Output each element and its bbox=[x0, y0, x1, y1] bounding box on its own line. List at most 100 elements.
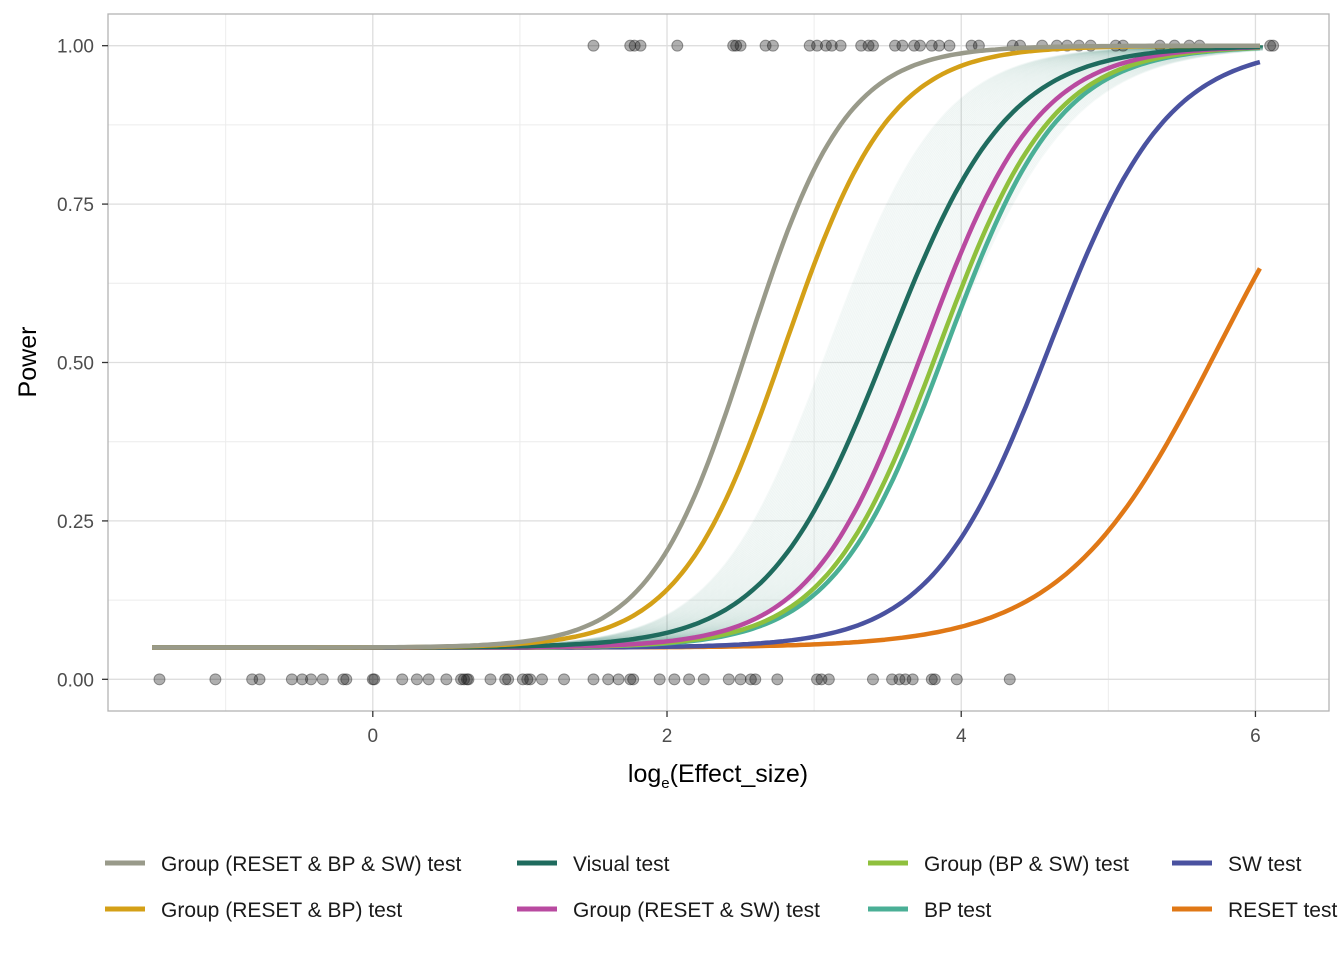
visual-test-band-curve bbox=[152, 47, 1263, 649]
observation-point-not-detected bbox=[950, 673, 963, 686]
visual-test-band-curve bbox=[152, 46, 1263, 649]
legend-item: Group (BP & SW) test bbox=[868, 853, 1129, 876]
observation-point-not-detected bbox=[524, 673, 537, 686]
observation-point-not-detected bbox=[396, 673, 409, 686]
observation-point-detected bbox=[727, 39, 740, 52]
legend-label: Group (RESET & BP & SW) test bbox=[161, 853, 461, 876]
visual-test-band-curve bbox=[152, 45, 1263, 649]
power-curves bbox=[152, 43, 1262, 650]
visual-test-band-curve bbox=[152, 46, 1263, 649]
visual-test-band-curve bbox=[152, 47, 1263, 649]
observation-point-not-detected bbox=[749, 673, 762, 686]
visual-test-band-curve bbox=[152, 45, 1263, 649]
visual-test-band-curve bbox=[152, 46, 1263, 649]
visual-test-band-curve bbox=[152, 46, 1263, 649]
x-axis-title: loge(Effect_size) bbox=[628, 760, 808, 792]
visual-test-band-curve bbox=[152, 45, 1263, 649]
visual-test-band-curve bbox=[152, 46, 1263, 649]
observation-point-not-detected bbox=[410, 673, 423, 686]
y-tick-label: 0.00 bbox=[57, 670, 94, 691]
legend-item: RESET test bbox=[1172, 899, 1337, 922]
observation-point-not-detected bbox=[366, 673, 379, 686]
visual-test-band bbox=[152, 45, 1263, 649]
legend-item: SW test bbox=[1172, 853, 1302, 876]
visual-test-band-curve bbox=[152, 48, 1263, 649]
observation-point-not-detected bbox=[558, 673, 571, 686]
observation-point-not-detected bbox=[822, 673, 835, 686]
x-tick-label: 4 bbox=[956, 726, 967, 747]
visual-test-band-curve bbox=[152, 45, 1263, 649]
y-tick-label: 0.50 bbox=[57, 354, 94, 375]
series-line-group-reset-bp-sw-test bbox=[152, 43, 1260, 650]
observation-point-not-detected bbox=[925, 673, 938, 686]
observation-point-not-detected bbox=[337, 673, 350, 686]
observation-point-detected bbox=[766, 39, 779, 52]
legend-item: Group (RESET & BP & SW) test bbox=[105, 853, 461, 876]
visual-test-band-curve bbox=[152, 48, 1263, 649]
observation-point-not-detected bbox=[624, 673, 637, 686]
observation-point-not-detected bbox=[305, 673, 318, 686]
observation-point-not-detected bbox=[455, 673, 468, 686]
observation-point-not-detected bbox=[683, 673, 696, 686]
visual-test-band-curve bbox=[152, 46, 1263, 649]
observation-point-detected bbox=[866, 39, 879, 52]
observation-point-not-detected bbox=[422, 673, 435, 686]
visual-test-band-curve bbox=[152, 45, 1263, 649]
visual-test-band-curve bbox=[152, 47, 1263, 649]
visual-test-band-curve bbox=[152, 45, 1263, 649]
observation-point-not-detected bbox=[440, 673, 453, 686]
observation-point-detected bbox=[943, 39, 956, 52]
visual-test-band-curve bbox=[152, 45, 1263, 649]
observation-point-detected bbox=[628, 39, 641, 52]
observation-point-not-detected bbox=[899, 673, 912, 686]
observation-point-not-detected bbox=[502, 673, 515, 686]
visual-test-band-curve bbox=[152, 46, 1263, 649]
visual-test-band-curve bbox=[152, 46, 1263, 649]
visual-test-band-curve bbox=[152, 46, 1263, 649]
legend-item: Visual test bbox=[517, 853, 670, 876]
visual-test-band-curve bbox=[152, 46, 1263, 649]
visual-test-band-curve bbox=[152, 47, 1263, 649]
observation-point-detected bbox=[914, 39, 927, 52]
observation-point-detected bbox=[803, 39, 816, 52]
series-line-group-reset-sw-test bbox=[152, 45, 1260, 650]
observation-point-not-detected bbox=[668, 673, 681, 686]
x-axis-title-open-paren: ( bbox=[670, 760, 679, 788]
observation-point-detected bbox=[624, 39, 637, 52]
series-line-sw-test bbox=[152, 59, 1261, 650]
legend-item: Group (RESET & BP) test bbox=[105, 899, 402, 922]
x-tick-label: 6 bbox=[1250, 726, 1261, 747]
legend-item: Group (RESET & SW) test bbox=[517, 899, 820, 922]
visual-test-band-curve bbox=[152, 45, 1263, 649]
observation-point-detected bbox=[734, 39, 747, 52]
observation-point-not-detected bbox=[612, 673, 625, 686]
observation-point-not-detected bbox=[535, 673, 548, 686]
observation-point-detected bbox=[925, 39, 938, 52]
observation-point-not-detected bbox=[697, 673, 710, 686]
observation-point-not-detected bbox=[516, 673, 529, 686]
series-line-bp-test bbox=[152, 45, 1260, 650]
legend-label: Group (BP & SW) test bbox=[924, 853, 1129, 876]
visual-test-band-curve bbox=[152, 48, 1263, 649]
observation-point-not-detected bbox=[928, 673, 941, 686]
visual-test-band-curve bbox=[152, 48, 1263, 649]
observation-point-detected bbox=[908, 39, 921, 52]
observation-point-not-detected bbox=[906, 673, 919, 686]
observation-point-not-detected bbox=[296, 673, 309, 686]
y-axis-ticks: 0.00 0.25 0.50 0.75 1.00 bbox=[57, 37, 108, 691]
y-axis-title: Power bbox=[14, 327, 42, 398]
visual-test-band-curve bbox=[152, 48, 1263, 649]
grid-lines bbox=[108, 14, 1329, 711]
legend-label: Group (RESET & SW) test bbox=[573, 899, 820, 922]
observation-point-detected bbox=[855, 39, 868, 52]
legend-label: BP test bbox=[924, 899, 991, 922]
visual-test-band-curve bbox=[152, 46, 1263, 649]
visual-test-band-curve bbox=[152, 45, 1263, 649]
observation-point-not-detected bbox=[815, 673, 828, 686]
observation-point-detected bbox=[825, 39, 838, 52]
observation-point-not-detected bbox=[811, 673, 824, 686]
observation-point-detected bbox=[834, 39, 847, 52]
legend-item: BP test bbox=[868, 899, 991, 922]
x-axis-title-subscript: e bbox=[661, 775, 669, 792]
